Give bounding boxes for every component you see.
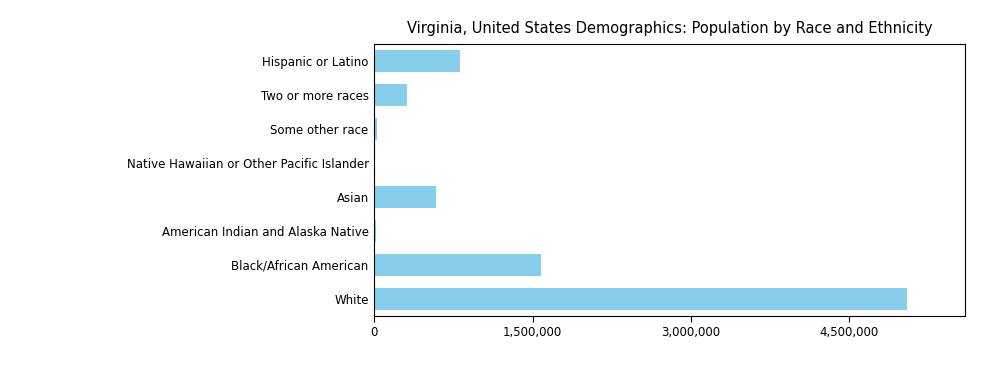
Bar xyxy=(374,254,541,276)
Bar xyxy=(374,220,376,242)
Title: Virginia, United States Demographics: Population by Race and Ethnicity: Virginia, United States Demographics: Po… xyxy=(407,21,933,36)
Bar xyxy=(374,186,435,208)
Bar xyxy=(374,50,460,72)
Bar xyxy=(374,118,377,140)
Bar xyxy=(374,288,907,310)
Bar xyxy=(374,84,407,106)
